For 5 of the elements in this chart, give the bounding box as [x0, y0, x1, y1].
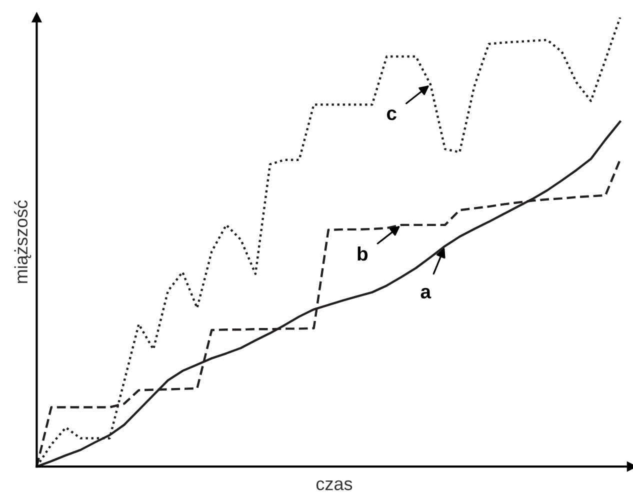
annotation: a: [420, 288, 432, 298]
annotation: b: [358, 246, 368, 261]
x-axis-title: czas: [316, 480, 352, 490]
y-axis-title: miąższość: [14, 200, 32, 283]
annotation: c: [386, 110, 396, 120]
